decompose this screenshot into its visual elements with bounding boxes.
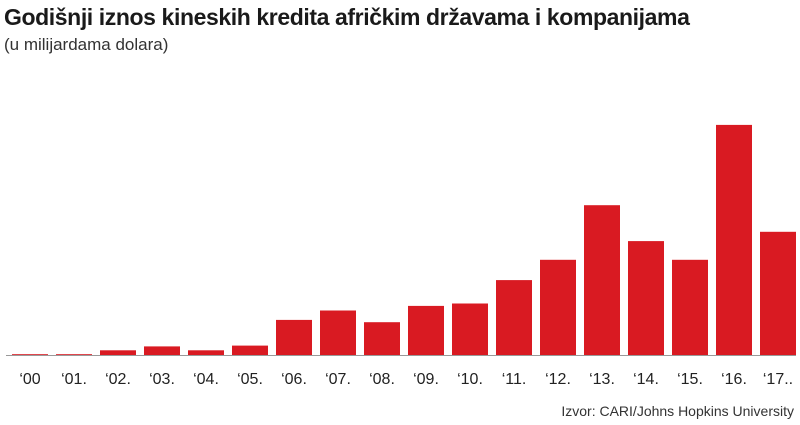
x-tick-labels: ‘00 ‘01. ‘02. ‘03. ‘04. ‘05. ‘06. ‘07. ‘08. ‘09. ‘… [19, 371, 793, 388]
x-tick-label-0: ‘00 [19, 371, 40, 388]
bar-2 [100, 350, 136, 355]
bar-1 [56, 354, 92, 355]
x-tick-label-6: ‘06. [281, 371, 307, 388]
x-tick-label-13: ‘13. [589, 371, 615, 388]
bar-6 [276, 319, 312, 355]
x-tick-label-8: ‘08. [369, 371, 395, 388]
x-tick-label-16: ‘16. [721, 371, 747, 388]
bars-group [12, 124, 796, 356]
x-tick-label-15: ‘15. [677, 371, 703, 388]
chart-subtitle: (u milijardama dolara) [4, 35, 169, 54]
bar-7 [320, 310, 356, 355]
x-tick-label-9: ‘09. [413, 371, 439, 388]
bar-0 [12, 354, 48, 355]
x-tick-label-10: ‘10. [457, 371, 483, 388]
x-tick-label-4: ‘04. [193, 371, 219, 388]
bar-14 [628, 241, 664, 355]
bar-5 [232, 345, 268, 355]
bar-13 [584, 205, 620, 355]
x-tick-label-2: ‘02. [105, 371, 131, 388]
bar-4 [188, 350, 224, 355]
bar-3 [144, 346, 180, 355]
bar-9 [408, 305, 444, 355]
x-tick-label-17: ‘17.. [763, 371, 793, 388]
bar-16 [716, 124, 752, 356]
x-tick-label-14: ‘14. [633, 371, 659, 388]
x-tick-label-3: ‘03. [149, 371, 175, 388]
x-tick-label-7: ‘07. [325, 371, 351, 388]
bar-15 [672, 259, 708, 355]
bar-17 [760, 231, 796, 355]
bar-8 [364, 322, 400, 355]
x-tick-label-11: ‘11. [502, 371, 527, 388]
x-tick-label-1: ‘01. [61, 371, 87, 388]
source-note: Izvor: CARI/Johns Hopkins University [561, 403, 794, 419]
x-tick-label-5: ‘05. [237, 371, 263, 388]
bar-11 [496, 280, 532, 355]
bar-10 [452, 303, 488, 355]
bar-12 [540, 259, 576, 355]
x-tick-label-12: ‘12. [545, 371, 571, 388]
chart-title: Godišnji iznos kineskih kredita afričkim… [4, 4, 690, 30]
